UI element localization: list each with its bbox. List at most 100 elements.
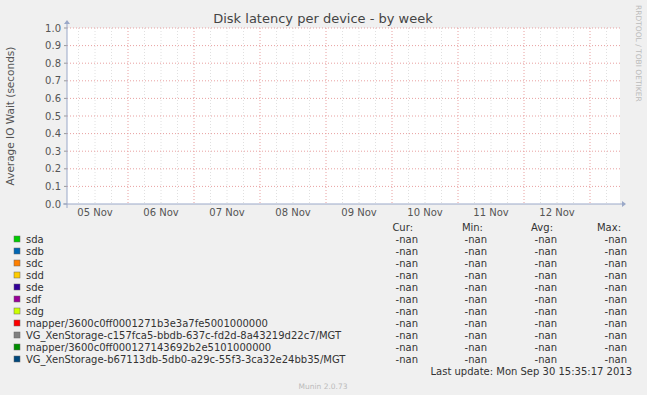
legend-stat: -nan [396,330,418,341]
x-tick-label: 10 Nov [407,207,443,218]
footer: Munin 2.0.73 [298,382,347,391]
y-grid [67,186,620,187]
x-grid-minor [540,28,541,204]
legend-stat: -nan [465,258,487,269]
legend-label: mapper/3600c0ff0001271b3e3a7fe5001000000 [26,318,268,329]
legend-stat: -nan [465,342,487,353]
legend-stat: -nan [535,270,557,281]
legend-stat: -nan [396,354,418,365]
legend-stat: -nan [465,246,487,257]
x-grid-minor [111,28,112,204]
legend-stat: -nan [605,342,627,353]
y-tick-label: 0.0 [45,199,61,210]
background [0,0,647,395]
legend-stat: -nan [396,282,418,293]
y-grid [67,168,620,169]
legend-stat: -nan [396,294,418,305]
x-tick-label: 12 Nov [539,207,575,218]
legend-label: VG_XenStorage-b67113db-5db0-a29c-55f3-3c… [26,354,346,366]
y-grid [67,63,620,64]
x-axis-arrow [622,201,626,207]
legend-stat: -nan [535,294,557,305]
legend-stat: -nan [535,354,557,365]
legend-stat: -nan [396,246,418,257]
legend-stat: -nan [605,246,627,257]
legend-stat: -nan [535,258,557,269]
y-grid [67,45,620,46]
legend-stat: -nan [465,354,487,365]
legend-stat: -nan [535,282,557,293]
legend-swatch [14,320,20,326]
legend-stat: -nan [465,294,487,305]
y-tick-label: 0.2 [45,163,61,174]
x-grid-minor [375,28,376,204]
y-grid [67,28,620,29]
legend-column-header: Cur: [392,222,413,233]
legend-stat: -nan [535,246,557,257]
x-grid-minor [243,28,244,204]
y-tick-label: 0.6 [45,93,61,104]
x-grid-minor [309,28,310,204]
legend-stat: -nan [605,234,627,245]
legend-stat: -nan [535,342,557,353]
x-tick-label: 08 Nov [275,207,311,218]
legend: Cur:Min:Avg:Max:sda-nan-nan-nan-nansdb-n… [14,222,627,366]
legend-stat: -nan [465,270,487,281]
legend-stat: -nan [396,306,418,317]
x-tick-label: 05 Nov [77,207,113,218]
last-update: Last update: Mon Sep 30 15:35:17 2013 [430,366,632,377]
plot-area [67,28,620,204]
watermark: RRDTOOL / TOBI OETIKER [634,5,643,102]
x-grid-minor [441,28,442,204]
y-tick-label: 0.7 [45,75,61,86]
x-grid-minor [573,28,574,204]
legend-swatch [14,272,20,278]
x-grid-minor [474,28,475,204]
y-axis-label: Average IO Wait (seconds) [4,47,16,186]
y-tick-label: 0.4 [45,128,61,139]
chart: 0.00.10.20.30.40.50.60.70.80.91.005 Nov0… [0,0,647,395]
y-tick-label: 1.0 [45,23,61,34]
legend-stat: -nan [535,318,557,329]
x-grid-minor [408,28,409,204]
legend-swatch [14,344,20,350]
y-grid [67,98,620,99]
legend-label: sdb [26,246,44,257]
legend-stat: -nan [535,306,557,317]
y-grid [67,80,620,81]
legend-stat: -nan [465,234,487,245]
legend-swatch [14,296,20,302]
x-grid-minor [210,28,211,204]
legend-stat: -nan [396,318,418,329]
x-grid-minor [276,28,277,204]
legend-stat: -nan [396,270,418,281]
y-grid [67,133,620,134]
legend-stat: -nan [605,270,627,281]
x-grid-minor [507,28,508,204]
legend-label: sde [26,282,44,293]
x-tick-label: 06 Nov [143,207,179,218]
y-tick-label: 0.5 [45,111,61,122]
y-axis: 0.00.10.20.30.40.50.60.70.80.91.0 [45,23,620,210]
legend-label: sdf [26,294,42,305]
legend-label: mapper/3600c0ff000127143692b2e5101000000 [26,342,271,353]
legend-swatch [14,356,20,362]
x-grid-minor [342,28,343,204]
legend-column-header: Max: [597,222,621,233]
legend-stat: -nan [605,318,627,329]
x-axis-line [63,204,622,205]
y-tick-label: 0.8 [45,58,61,69]
legend-stat: -nan [605,258,627,269]
y-grid [67,116,620,117]
legend-label: sdg [26,306,44,317]
legend-swatch [14,284,20,290]
legend-swatch [14,332,20,338]
legend-stat: -nan [396,342,418,353]
legend-stat: -nan [605,306,627,317]
legend-label: VG_XenStorage-c157fca5-bbdb-637c-fd2d-8a… [26,330,342,342]
legend-stat: -nan [465,330,487,341]
y-axis-arrow [64,20,70,24]
y-axis-line [67,24,68,208]
legend-stat: -nan [465,318,487,329]
x-axis: 05 Nov06 Nov07 Nov08 Nov09 Nov10 Nov11 N… [77,207,575,218]
